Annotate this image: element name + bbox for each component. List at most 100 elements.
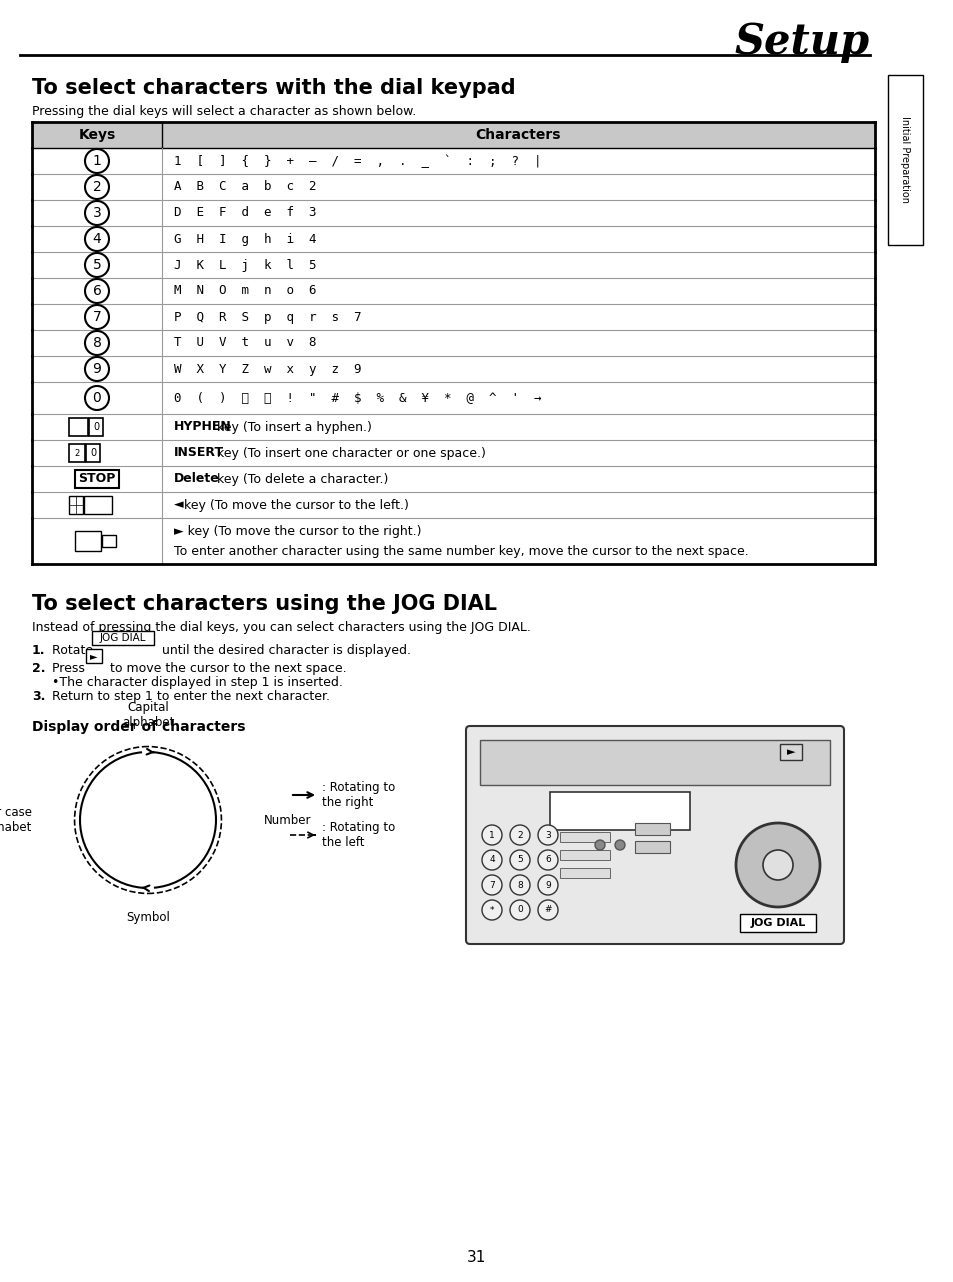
Bar (84, 496, 112, 514)
Circle shape (537, 900, 558, 920)
Circle shape (85, 331, 109, 355)
Bar (86, 444, 100, 462)
Text: To select characters using the JOG DIAL: To select characters using the JOG DIAL (32, 594, 497, 614)
Text: Symbol: Symbol (126, 912, 170, 924)
Bar (32, 122, 874, 147)
Bar (86, 649, 102, 663)
Bar (32, 226, 874, 253)
Circle shape (85, 386, 109, 410)
Text: 7: 7 (489, 881, 495, 890)
Text: key (To insert a hyphen.): key (To insert a hyphen.) (213, 420, 372, 433)
Text: Initial Preparation: Initial Preparation (899, 117, 909, 204)
Text: 1  [  ]  {  }  +  –  /  =  ,  .  _  `  :  ;  ?  |: 1 [ ] { } + – / = , . _ ` : ; ? | (173, 154, 541, 168)
Bar (559, 850, 609, 860)
Text: 2: 2 (517, 831, 522, 840)
Bar (75, 531, 101, 551)
Text: 8: 8 (517, 881, 522, 890)
Circle shape (735, 823, 820, 906)
Circle shape (85, 176, 109, 199)
Text: 0: 0 (92, 422, 99, 432)
Text: 5: 5 (92, 258, 101, 272)
Text: P  Q  R  S  p  q  r  s  7: P Q R S p q r s 7 (173, 310, 361, 323)
Circle shape (481, 850, 501, 870)
Text: Setup: Setup (734, 21, 869, 63)
Text: Capital
alphabet: Capital alphabet (122, 701, 174, 729)
Text: W  X  Y  Z  w  x  y  z  9: W X Y Z w x y z 9 (173, 363, 361, 376)
Circle shape (85, 149, 109, 173)
Text: 9: 9 (544, 881, 550, 890)
Bar (69, 418, 88, 436)
Circle shape (85, 279, 109, 303)
FancyBboxPatch shape (465, 726, 843, 944)
Bar (32, 253, 874, 278)
Circle shape (537, 876, 558, 895)
Circle shape (510, 900, 530, 920)
Text: To select characters with the dial keypad: To select characters with the dial keypa… (32, 78, 515, 97)
Bar (75, 470, 119, 488)
Bar (32, 356, 874, 382)
Text: 0: 0 (90, 447, 96, 458)
Bar (32, 329, 874, 356)
Bar (635, 823, 669, 835)
Text: STOP: STOP (78, 473, 115, 486)
Text: *: * (489, 905, 494, 914)
Circle shape (537, 850, 558, 870)
Bar (635, 841, 669, 853)
Text: HYPHEN: HYPHEN (173, 420, 232, 433)
Text: INSERT: INSERT (173, 446, 224, 459)
Text: Delete: Delete (173, 473, 219, 486)
Text: 7: 7 (92, 310, 101, 324)
Text: 0  (  )  〈  〉  !  "  #  $  %  &  ¥  *  @  ^  '  →: 0 ( ) 〈 〉 ! " # $ % & ¥ * @ ^ ' → (173, 391, 541, 405)
Bar (32, 382, 874, 414)
Circle shape (615, 840, 624, 850)
Text: 1.: 1. (32, 644, 46, 656)
Text: 6: 6 (544, 855, 550, 864)
Circle shape (481, 876, 501, 895)
Text: key (To insert one character or one space.): key (To insert one character or one spac… (213, 446, 485, 459)
Bar (102, 535, 116, 547)
Text: 2.: 2. (32, 662, 46, 676)
Circle shape (537, 826, 558, 845)
Bar (32, 414, 874, 440)
Text: ►: ► (91, 651, 97, 662)
Text: 0: 0 (92, 391, 101, 405)
Text: 5: 5 (517, 855, 522, 864)
Bar (887, 76, 923, 245)
Text: #: # (543, 905, 551, 914)
Text: ◄: ◄ (173, 499, 183, 512)
Bar (32, 200, 874, 226)
Bar (32, 440, 874, 465)
Bar (32, 278, 874, 304)
Bar (32, 174, 874, 200)
Text: •The character displayed in step 1 is inserted.: •The character displayed in step 1 is in… (52, 676, 342, 688)
Circle shape (762, 850, 792, 879)
Circle shape (85, 201, 109, 226)
Text: key (To move the cursor to the left.): key (To move the cursor to the left.) (180, 499, 409, 512)
Bar (32, 492, 874, 518)
Text: 1: 1 (489, 831, 495, 840)
Circle shape (85, 356, 109, 381)
Circle shape (481, 900, 501, 920)
Text: M  N  O  m  n  o  6: M N O m n o 6 (173, 285, 316, 297)
Text: Number: Number (264, 814, 312, 827)
Bar (559, 868, 609, 878)
Text: 4: 4 (489, 855, 495, 864)
Text: key (To delete a character.): key (To delete a character.) (213, 473, 388, 486)
Bar (32, 518, 874, 564)
Text: 3: 3 (544, 831, 550, 840)
Text: 31: 31 (467, 1250, 486, 1265)
Text: T  U  V  t  u  v  8: T U V t u v 8 (173, 336, 316, 350)
Text: 3: 3 (92, 206, 101, 221)
Text: 2: 2 (74, 449, 79, 458)
Bar (559, 832, 609, 842)
Text: Rotate: Rotate (52, 644, 97, 656)
Text: Return to step 1 to enter the next character.: Return to step 1 to enter the next chara… (52, 690, 330, 703)
Bar (780, 744, 801, 760)
Circle shape (85, 253, 109, 277)
Text: 3.: 3. (32, 690, 46, 703)
Text: : Rotating to
the left: : Rotating to the left (322, 820, 395, 849)
Text: Characters: Characters (476, 128, 560, 142)
Circle shape (595, 840, 604, 850)
Bar (89, 418, 103, 436)
Text: until the desired character is displayed.: until the desired character is displayed… (158, 644, 411, 656)
